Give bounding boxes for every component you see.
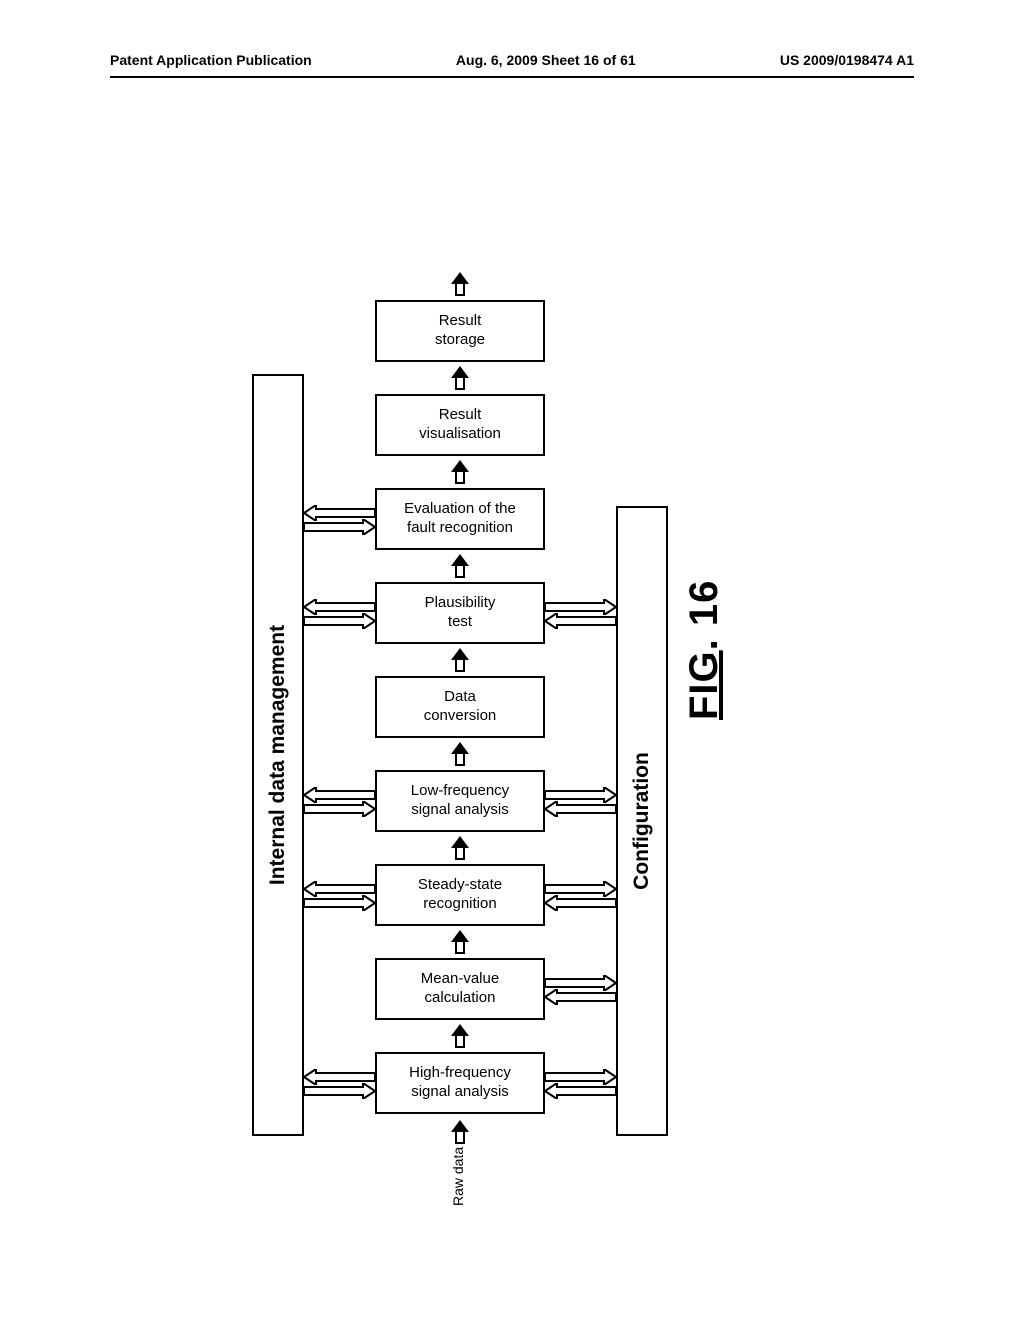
- arrow-up-icon: [452, 460, 468, 484]
- block-ss: Steady-staterecognition: [375, 864, 545, 926]
- block-pt: Plausibilitytest: [375, 582, 545, 644]
- block-mv: Mean-valuecalculation: [375, 958, 545, 1020]
- arrow-up-icon: [452, 1120, 468, 1144]
- arrow-right-icon: [304, 519, 375, 535]
- arrow-up-icon: [452, 742, 468, 766]
- block-hf: High-frequencysignal analysis: [375, 1052, 545, 1114]
- block-rs: Resultstorage: [375, 300, 545, 362]
- header-rule: [110, 76, 914, 78]
- page-header: Patent Application Publication Aug. 6, 2…: [110, 52, 914, 68]
- arrow-left-icon: [545, 1083, 616, 1099]
- arrow-left-icon: [545, 801, 616, 817]
- arrow-up-icon: [452, 648, 468, 672]
- block-rv: Resultvisualisation: [375, 394, 545, 456]
- figure-label: FIG. 16: [682, 580, 727, 720]
- configuration-label: Configuration: [630, 741, 654, 901]
- arrow-up-icon: [452, 836, 468, 860]
- arrow-up-icon: [452, 366, 468, 390]
- block-dc: Dataconversion: [375, 676, 545, 738]
- figure-label-prefix: FIG: [682, 650, 726, 720]
- arrow-left-icon: [545, 613, 616, 629]
- arrow-up-icon: [452, 930, 468, 954]
- header-right: US 2009/0198474 A1: [780, 52, 914, 68]
- arrow-right-icon: [304, 1083, 375, 1099]
- block-ev: Evaluation of thefault recognition: [375, 488, 545, 550]
- arrow-right-icon: [304, 613, 375, 629]
- arrow-left-icon: [545, 895, 616, 911]
- arrow-up-icon: [452, 272, 468, 296]
- figure-label-number: . 16: [682, 580, 726, 651]
- flowchart-diagram: Raw dataHigh-frequencysignal analysisMea…: [180, 130, 740, 1190]
- arrow-left-icon: [545, 989, 616, 1005]
- arrow-right-icon: [304, 801, 375, 817]
- arrow-right-icon: [304, 895, 375, 911]
- internal-data-management-label: Internal data management: [266, 615, 290, 895]
- header-center: Aug. 6, 2009 Sheet 16 of 61: [456, 52, 636, 68]
- block-lf: Low-frequencysignal analysis: [375, 770, 545, 832]
- arrow-up-icon: [452, 554, 468, 578]
- page: Patent Application Publication Aug. 6, 2…: [0, 0, 1024, 1320]
- arrow-up-icon: [452, 1024, 468, 1048]
- header-left: Patent Application Publication: [110, 52, 312, 68]
- raw-data-label: Raw data: [450, 1146, 470, 1206]
